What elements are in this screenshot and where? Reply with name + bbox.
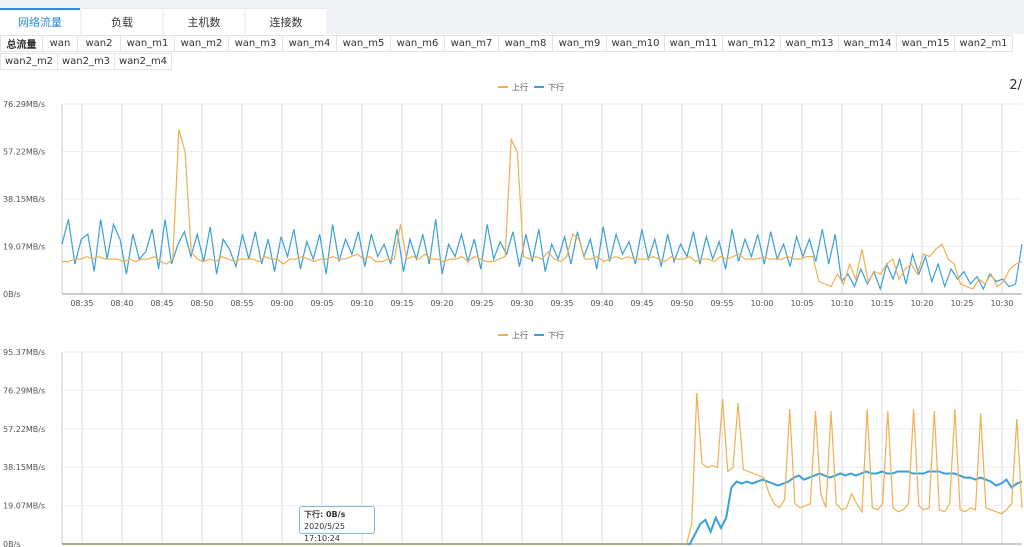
x-tick-label: 08:55 <box>230 299 253 308</box>
x-tick-label: 10:00 <box>750 299 773 308</box>
interface-tabs: 总流量 wan wan2 wan_m1 wan_m2 wan_m3 wan_m4 wan_m5… <box>0 35 1024 71</box>
x-tick-label: 09:00 <box>270 299 293 308</box>
top-tab-bar: 网络流量 负载 主机数 连接数 <box>0 0 1024 34</box>
page-indicator[interactable]: 2/ <box>1009 78 1022 93</box>
chart-1-svg: 上行 下行 0B/s 19.07MB/s 38.15MB/s 57.22MB/s 76.29… <box>3 82 1023 308</box>
interface-tab-wan_m11[interactable]: wan_m11 <box>664 35 723 52</box>
interface-tab-wan2[interactable]: wan2 <box>77 35 121 52</box>
tooltip-series-value: 下行: 0B/s <box>304 510 346 519</box>
series-line-up <box>62 392 1023 545</box>
x-tick-label: 09:10 <box>350 299 373 308</box>
interface-tab-wan_m2[interactable]: wan_m2 <box>174 35 229 52</box>
interface-tab-wan2_m2[interactable]: wan2_m2 <box>0 53 58 70</box>
x-tick-label: 10:05 <box>790 299 813 308</box>
tooltip-time: 2020/5/25 17:10:24 <box>304 522 346 543</box>
interface-tab-wan2_m4[interactable]: wan2_m4 <box>114 53 172 70</box>
x-tick-label: 09:05 <box>310 299 333 308</box>
x-tick-label: 10:25 <box>950 299 973 308</box>
traffic-chart-1: 上行 下行 0B/s 19.07MB/s 38.15MB/s 57.22MB/s 76.29… <box>0 74 1024 314</box>
legend-label-1: 下行 <box>548 82 564 92</box>
interface-tabs-row1: 总流量 wan wan2 wan_m1 wan_m2 wan_m3 wan_m4 wan_m5… <box>0 35 1024 53</box>
interface-tab-wan_m15[interactable]: wan_m15 <box>896 35 955 52</box>
interface-tab-wan_m14[interactable]: wan_m14 <box>838 35 897 52</box>
series-line-up <box>62 129 1023 290</box>
x-tick-label: 08:45 <box>150 299 173 308</box>
chart-2-svg: 上行 下行 0B/s 19.07MB/s 38.15MB/s 57.22MB/s 76.29… <box>3 330 1023 547</box>
interface-tab-wan_m10[interactable]: wan_m10 <box>606 35 665 52</box>
legend-label-1: 下行 <box>548 330 564 340</box>
y-tick-label: 76.29MB/s <box>3 100 45 109</box>
x-tick-label: 10:20 <box>910 299 933 308</box>
x-tick-label: 10:30 <box>990 299 1013 308</box>
interface-tab-total[interactable]: 总流量 <box>0 35 43 52</box>
x-tick-label: 09:20 <box>430 299 453 308</box>
y-tick-label: 0B/s <box>3 290 20 299</box>
x-tick-label: 08:35 <box>70 299 93 308</box>
x-tick-label: 09:15 <box>390 299 413 308</box>
x-tick-label: 09:25 <box>470 299 493 308</box>
y-tick-label: 57.22MB/s <box>3 148 45 157</box>
interface-tab-wan_m12[interactable]: wan_m12 <box>722 35 781 52</box>
y-tick-label: 19.07MB/s <box>3 502 45 511</box>
legend-label-0: 上行 <box>512 82 528 92</box>
interface-tab-wan_m7[interactable]: wan_m7 <box>444 35 499 52</box>
series-line-down <box>62 470 1023 545</box>
y-tick-label: 76.29MB/s <box>3 386 45 395</box>
x-tick-label: 10:10 <box>830 299 853 308</box>
y-tick-label: 38.15MB/s <box>3 195 45 204</box>
interface-tab-wan_m9[interactable]: wan_m9 <box>552 35 607 52</box>
interface-tab-wan[interactable]: wan <box>42 35 78 52</box>
interface-tab-wan2_m1[interactable]: wan2_m1 <box>954 35 1013 52</box>
interface-tab-wan_m3[interactable]: wan_m3 <box>228 35 283 52</box>
x-tick-label: 09:45 <box>630 299 653 308</box>
x-tick-label: 09:40 <box>590 299 613 308</box>
y-tick-label: 0B/s <box>3 540 20 547</box>
interface-tab-wan_m13[interactable]: wan_m13 <box>780 35 839 52</box>
interface-tab-wan_m5[interactable]: wan_m5 <box>336 35 391 52</box>
tab-1[interactable]: 负载 <box>82 8 162 34</box>
x-tick-label: 09:50 <box>670 299 693 308</box>
traffic-chart-2: 上行 下行 0B/s 19.07MB/s 38.15MB/s 57.22MB/s 76.29… <box>0 322 1024 547</box>
x-tick-label: 09:55 <box>710 299 733 308</box>
legend-label-0: 上行 <box>512 330 528 340</box>
main-tabs: 网络流量 负载 主机数 连接数 <box>0 8 328 34</box>
x-tick-label: 09:35 <box>550 299 573 308</box>
interface-tab-wan2_m3[interactable]: wan2_m3 <box>57 53 115 70</box>
tab-0[interactable]: 网络流量 <box>0 8 80 34</box>
interface-tab-wan_m1[interactable]: wan_m1 <box>120 35 175 52</box>
chart-tooltip: 下行: 0B/s 2020/5/25 17:10:24 <box>299 506 375 543</box>
y-tick-label: 95.37MB/s <box>3 348 45 357</box>
tab-3[interactable]: 连接数 <box>246 8 326 34</box>
y-tick-label: 38.15MB/s <box>3 463 45 472</box>
x-tick-label: 08:50 <box>190 299 213 308</box>
interface-tab-wan_m6[interactable]: wan_m6 <box>390 35 445 52</box>
tab-2[interactable]: 主机数 <box>164 8 244 34</box>
series-line-down <box>61 219 1023 291</box>
interface-tab-wan_m4[interactable]: wan_m4 <box>282 35 337 52</box>
x-tick-label: 10:15 <box>870 299 893 308</box>
y-tick-label: 57.22MB/s <box>3 425 45 434</box>
interface-tabs-row2: wan2_m2 wan2_m3 wan2_m4 <box>0 53 1024 71</box>
x-tick-label: 08:40 <box>110 299 133 308</box>
y-tick-label: 19.07MB/s <box>3 243 45 252</box>
interface-tab-wan_m8[interactable]: wan_m8 <box>498 35 553 52</box>
x-tick-label: 09:30 <box>510 299 533 308</box>
